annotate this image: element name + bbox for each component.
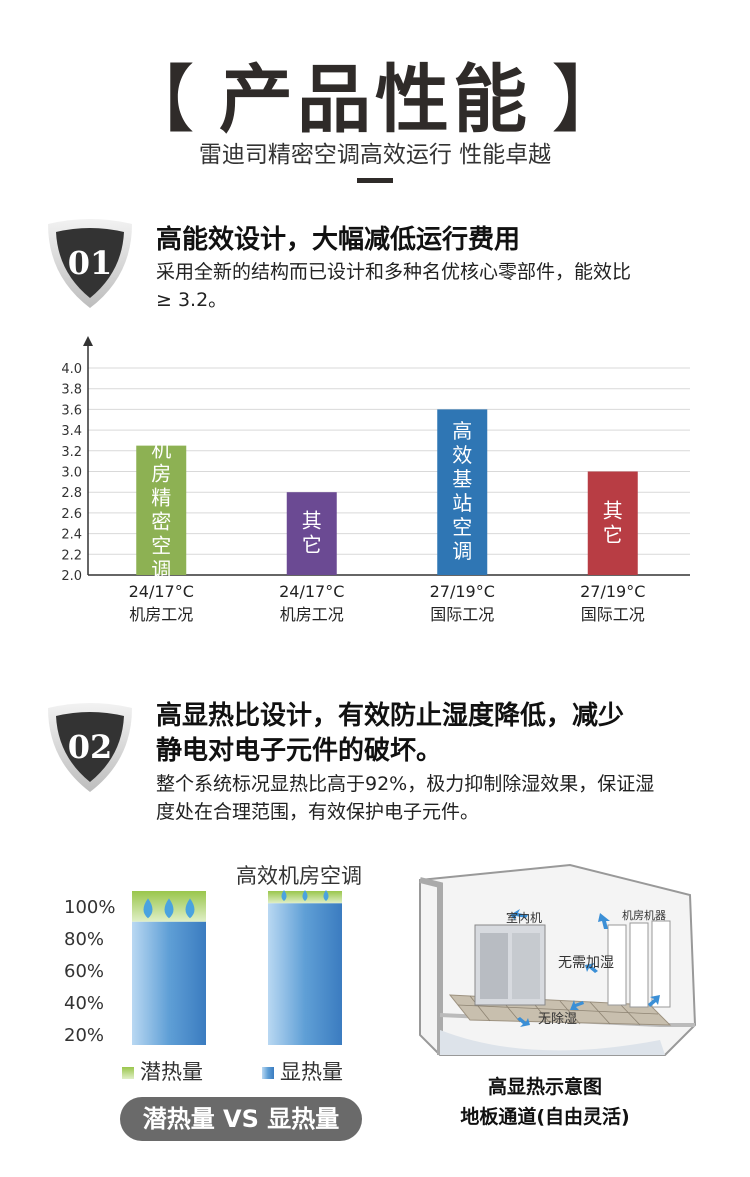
x-category-label: 机房工况: [129, 605, 193, 624]
x-category-label: 24/17°C: [129, 582, 194, 601]
label-no-dehumidify: 无除湿: [538, 1012, 577, 1027]
section2-desc-line1: 整个系统标况显热比高于92%，极力抑制除湿效果，保证湿: [156, 773, 655, 795]
heat-y-tick: 40%: [64, 993, 104, 1014]
y-tick-label: 3.8: [61, 383, 82, 398]
x-category-label: 国际工况: [430, 605, 494, 624]
bar-label: 其它: [302, 509, 322, 557]
y-tick-label: 2.2: [61, 548, 82, 563]
x-category-label: 27/19°C: [430, 582, 495, 601]
y-tick-label: 3.6: [61, 403, 82, 418]
page-subtitle: 雷迪司精密空调高效运行 性能卓越: [198, 142, 552, 168]
y-tick-label: 2.6: [61, 507, 82, 522]
bracket-left: 【: [121, 57, 199, 143]
y-tick-label: 2.8: [61, 486, 82, 501]
x-category-label: 24/17°C: [279, 582, 344, 601]
section1-desc-line1: 采用全新的结构而已设计和多种名优核心零部件，能效比: [156, 261, 632, 283]
legend-label-sensible: 显热量: [280, 1060, 343, 1084]
section1-desc-line2: ≥ 3.2。: [156, 289, 228, 311]
label-room-machine: 机房机器: [622, 908, 666, 922]
x-category-label: 国际工况: [581, 605, 645, 624]
shield-badge-icon: 01: [48, 219, 132, 308]
section2-desc-line2: 度处在合理范围，有效保护电子元件。: [156, 801, 480, 823]
legend-label-latent: 潜热量: [140, 1060, 203, 1084]
legend-swatch-latent: [122, 1067, 134, 1079]
y-tick-label: 3.0: [61, 466, 82, 481]
y-tick-label: 3.2: [61, 445, 82, 460]
heat-y-tick: 60%: [64, 961, 104, 982]
x-category-label: 27/19°C: [580, 582, 645, 601]
bar: [286, 492, 337, 575]
bracket-right: 】: [551, 57, 629, 143]
section2-title-line1: 高显热比设计，有效防止湿度降低，减少: [156, 701, 625, 731]
water-drop-icon: [302, 890, 308, 901]
bar: [136, 445, 187, 575]
heat-chart-title: 高效机房空调: [236, 864, 362, 888]
badge-02: 02: [42, 700, 138, 796]
section1-title: 高能效设计，大幅减低运行费用: [156, 225, 521, 255]
section2-title-line2: 静电对电子元件的破坏。: [156, 736, 443, 766]
illustration-caption-line2: 地板通道(自由灵活): [460, 1106, 630, 1128]
label-no-humidify: 无需加湿: [558, 955, 614, 971]
badge-01: 01: [42, 216, 138, 312]
sensible-heat-segment: [132, 921, 206, 1045]
heat-y-tick: 80%: [64, 929, 104, 950]
water-drop-icon: [281, 890, 287, 901]
y-tick-label: 2.0: [61, 569, 82, 584]
page-title: 【产品性能】: [0, 40, 750, 147]
shield-badge-icon: 02: [48, 703, 132, 792]
bar-label: 高效基站空调: [452, 419, 472, 563]
heat-y-tick: 20%: [64, 1025, 104, 1046]
bar-label: 其它: [603, 498, 623, 546]
label-indoor-unit: 室内机: [506, 910, 542, 925]
badge-01-text: 01: [68, 244, 113, 282]
heat-ratio-chart: 100% 80% 60% 40% 20% 潜热量 显热量: [64, 890, 343, 1084]
water-drop-icon: [323, 890, 329, 901]
bar: [587, 471, 638, 575]
title-divider: [357, 178, 393, 183]
heat-y-tick: 100%: [64, 897, 115, 918]
legend-swatch-sensible: [262, 1067, 274, 1079]
efficiency-bar-chart: 2.02.22.42.62.83.03.23.43.63.84.0机房精密空调2…: [61, 336, 690, 624]
bar-label: 机房精密空调: [151, 437, 171, 581]
room-illustration: 室内机 机房机器 无需加湿 无除湿: [419, 863, 697, 1056]
illustration-caption-line1: 高显热示意图: [487, 1076, 602, 1098]
y-tick-label: 4.0: [61, 362, 82, 377]
y-tick-label: 3.4: [61, 424, 82, 439]
water-drop-icon: [185, 898, 195, 919]
bar: [437, 409, 488, 575]
x-category-label: 机房工况: [280, 605, 344, 624]
y-axis-arrow: [83, 336, 93, 346]
latent-vs-sensible-pill: 潜热量 VS 显热量: [120, 1097, 362, 1141]
page-title-text: 产品性能: [219, 57, 531, 143]
sensible-heat-segment: [268, 903, 342, 1045]
water-drop-icon: [164, 898, 174, 919]
water-drop-icon: [143, 898, 153, 919]
badge-02-text: 02: [68, 728, 113, 766]
y-tick-label: 2.4: [61, 528, 82, 543]
